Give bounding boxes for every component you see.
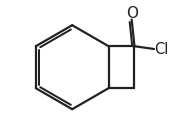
Text: Cl: Cl [155,41,169,57]
Text: O: O [126,6,138,21]
